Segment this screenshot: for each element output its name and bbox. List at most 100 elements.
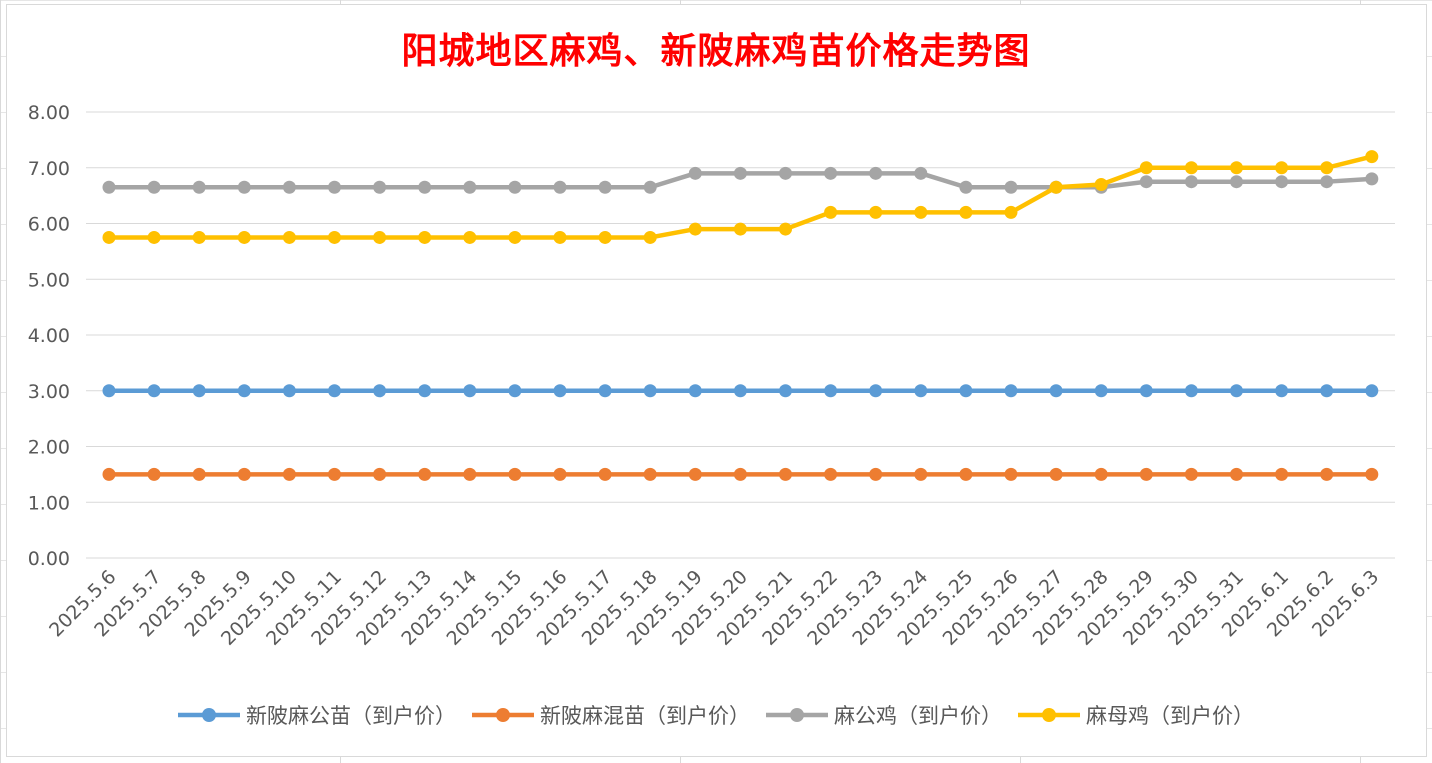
data-point xyxy=(192,180,206,194)
y-tick-label: 7.00 xyxy=(28,158,70,180)
data-point xyxy=(688,222,702,236)
data-point xyxy=(463,230,477,244)
data-point xyxy=(1094,384,1108,398)
y-tick-label: 0.00 xyxy=(28,548,70,570)
data-point xyxy=(373,467,387,481)
legend-item: 新陂麻混苗（到户价） xyxy=(472,700,750,730)
data-point xyxy=(282,384,296,398)
y-tick-label: 1.00 xyxy=(28,492,70,514)
data-point xyxy=(869,205,883,219)
data-point xyxy=(779,467,792,481)
data-point xyxy=(1275,384,1289,398)
data-point xyxy=(1320,161,1334,175)
data-point xyxy=(1365,172,1379,186)
data-point xyxy=(1139,175,1153,189)
data-point xyxy=(192,384,206,398)
legend-dot xyxy=(1042,708,1056,722)
data-point xyxy=(598,467,612,481)
data-point xyxy=(282,230,296,244)
data-point xyxy=(553,384,567,398)
y-tick-label: 6.00 xyxy=(28,214,70,236)
data-point xyxy=(914,166,928,180)
data-point xyxy=(508,384,522,398)
chart-area[interactable] xyxy=(6,4,1427,757)
data-point xyxy=(237,384,251,398)
data-point xyxy=(328,180,341,194)
data-point xyxy=(643,180,657,194)
data-point xyxy=(1049,467,1063,481)
data-point xyxy=(1139,384,1153,398)
data-point xyxy=(598,384,612,398)
y-tick-label: 3.00 xyxy=(28,381,70,403)
data-point xyxy=(102,230,116,244)
data-point xyxy=(102,467,116,481)
chart-title: 阳城地区麻鸡、新陂麻鸡苗价格走势图 xyxy=(401,30,1031,72)
data-point xyxy=(959,180,973,194)
data-point xyxy=(1320,384,1334,398)
data-point xyxy=(237,180,251,194)
data-point xyxy=(373,180,387,194)
data-point xyxy=(373,230,387,244)
data-point xyxy=(147,384,161,398)
legend-dot xyxy=(202,708,216,722)
chart-legend: 新陂麻公苗（到户价） 新陂麻混苗（到户价） 麻公鸡（到户价） 麻母鸡（到户价） xyxy=(0,700,1432,730)
data-point xyxy=(1320,175,1334,189)
data-point xyxy=(147,230,161,244)
data-point xyxy=(553,230,567,244)
data-point xyxy=(553,180,567,194)
data-point xyxy=(1365,150,1379,164)
data-point xyxy=(598,230,612,244)
data-point xyxy=(688,384,702,398)
data-point xyxy=(1049,384,1063,398)
data-point xyxy=(959,205,973,219)
data-point xyxy=(824,384,838,398)
data-point xyxy=(824,467,838,481)
data-point xyxy=(463,180,477,194)
data-point xyxy=(1275,175,1289,189)
data-point xyxy=(463,467,477,481)
data-point xyxy=(1275,161,1289,175)
data-point xyxy=(1094,177,1108,191)
data-point xyxy=(1275,467,1289,481)
data-point xyxy=(192,467,206,481)
legend-item: 麻公鸡（到户价） xyxy=(766,700,1002,730)
y-tick-label: 4.00 xyxy=(28,325,70,347)
data-point xyxy=(914,384,928,398)
data-point xyxy=(1004,467,1018,481)
legend-label: 麻公鸡（到户价） xyxy=(834,704,1002,728)
data-point xyxy=(328,230,341,244)
data-point xyxy=(824,166,838,180)
data-point xyxy=(643,230,657,244)
data-point xyxy=(959,467,973,481)
data-point xyxy=(147,467,161,481)
data-point xyxy=(688,166,702,180)
data-point xyxy=(418,180,432,194)
data-point xyxy=(328,384,341,398)
data-point xyxy=(418,467,432,481)
data-point xyxy=(1184,467,1198,481)
data-point xyxy=(733,166,747,180)
data-point xyxy=(1230,467,1243,481)
data-point xyxy=(1139,467,1153,481)
data-point xyxy=(643,384,657,398)
data-point xyxy=(1320,467,1334,481)
data-point xyxy=(553,467,567,481)
data-point xyxy=(328,467,341,481)
data-point xyxy=(733,222,747,236)
legend-dot xyxy=(496,708,510,722)
data-point xyxy=(1230,384,1243,398)
data-point xyxy=(1365,467,1379,481)
data-point xyxy=(1184,161,1198,175)
data-point xyxy=(643,467,657,481)
data-point xyxy=(237,467,251,481)
data-point xyxy=(1139,161,1153,175)
legend-marker-icon xyxy=(472,708,534,722)
plot-area: 0.001.002.003.004.005.006.007.008.002025… xyxy=(28,102,1395,650)
data-point xyxy=(508,230,522,244)
data-point xyxy=(1004,180,1018,194)
data-point xyxy=(1049,180,1063,194)
data-point xyxy=(418,384,432,398)
data-point xyxy=(102,180,116,194)
data-point xyxy=(959,384,973,398)
legend-item: 麻母鸡（到户价） xyxy=(1018,700,1254,730)
